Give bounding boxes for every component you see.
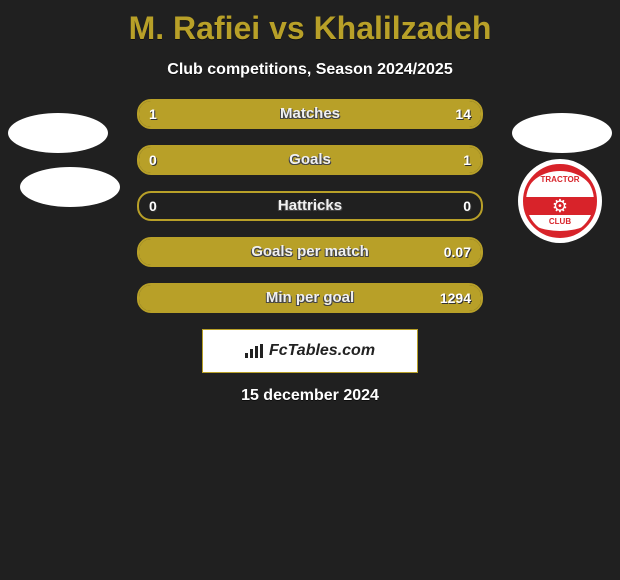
stat-bar: 114Matches: [137, 99, 483, 129]
stat-bar: 0.07Goals per match: [137, 237, 483, 267]
date-label: 15 december 2024: [0, 387, 620, 405]
stat-bar: 1294Min per goal: [137, 283, 483, 313]
tractor-icon: ⚙: [552, 196, 568, 217]
brand-box: FcTables.com: [202, 329, 418, 373]
bar-label: Goals: [139, 147, 481, 173]
player-left-badge-2: [20, 167, 120, 207]
subtitle: Club competitions, Season 2024/2025: [0, 61, 620, 79]
bar-label: Goals per match: [139, 239, 481, 265]
page-title: M. Rafiei vs Khalilzadeh: [0, 0, 620, 47]
barchart-icon: [245, 344, 263, 358]
player-right-badge-1: [512, 113, 612, 153]
player-left-badge-1: [8, 113, 108, 153]
comparison-panel: TRACTOR ⚙ CLUB 114Matches 01Goals 00Hattri…: [0, 99, 620, 405]
brand-text: FcTables.com: [269, 342, 375, 360]
bar-label: Hattricks: [139, 193, 481, 219]
stat-bar: 01Goals: [137, 145, 483, 175]
club-badge: TRACTOR ⚙ CLUB: [518, 159, 602, 243]
club-badge-top-text: TRACTOR: [526, 171, 594, 197]
club-badge-bottom-text: CLUB: [526, 215, 594, 231]
stat-bars: 114Matches 01Goals 00Hattricks 0.07Goals pe…: [137, 99, 483, 313]
stat-bar: 00Hattricks: [137, 191, 483, 221]
bar-label: Matches: [139, 101, 481, 127]
bar-label: Min per goal: [139, 285, 481, 311]
